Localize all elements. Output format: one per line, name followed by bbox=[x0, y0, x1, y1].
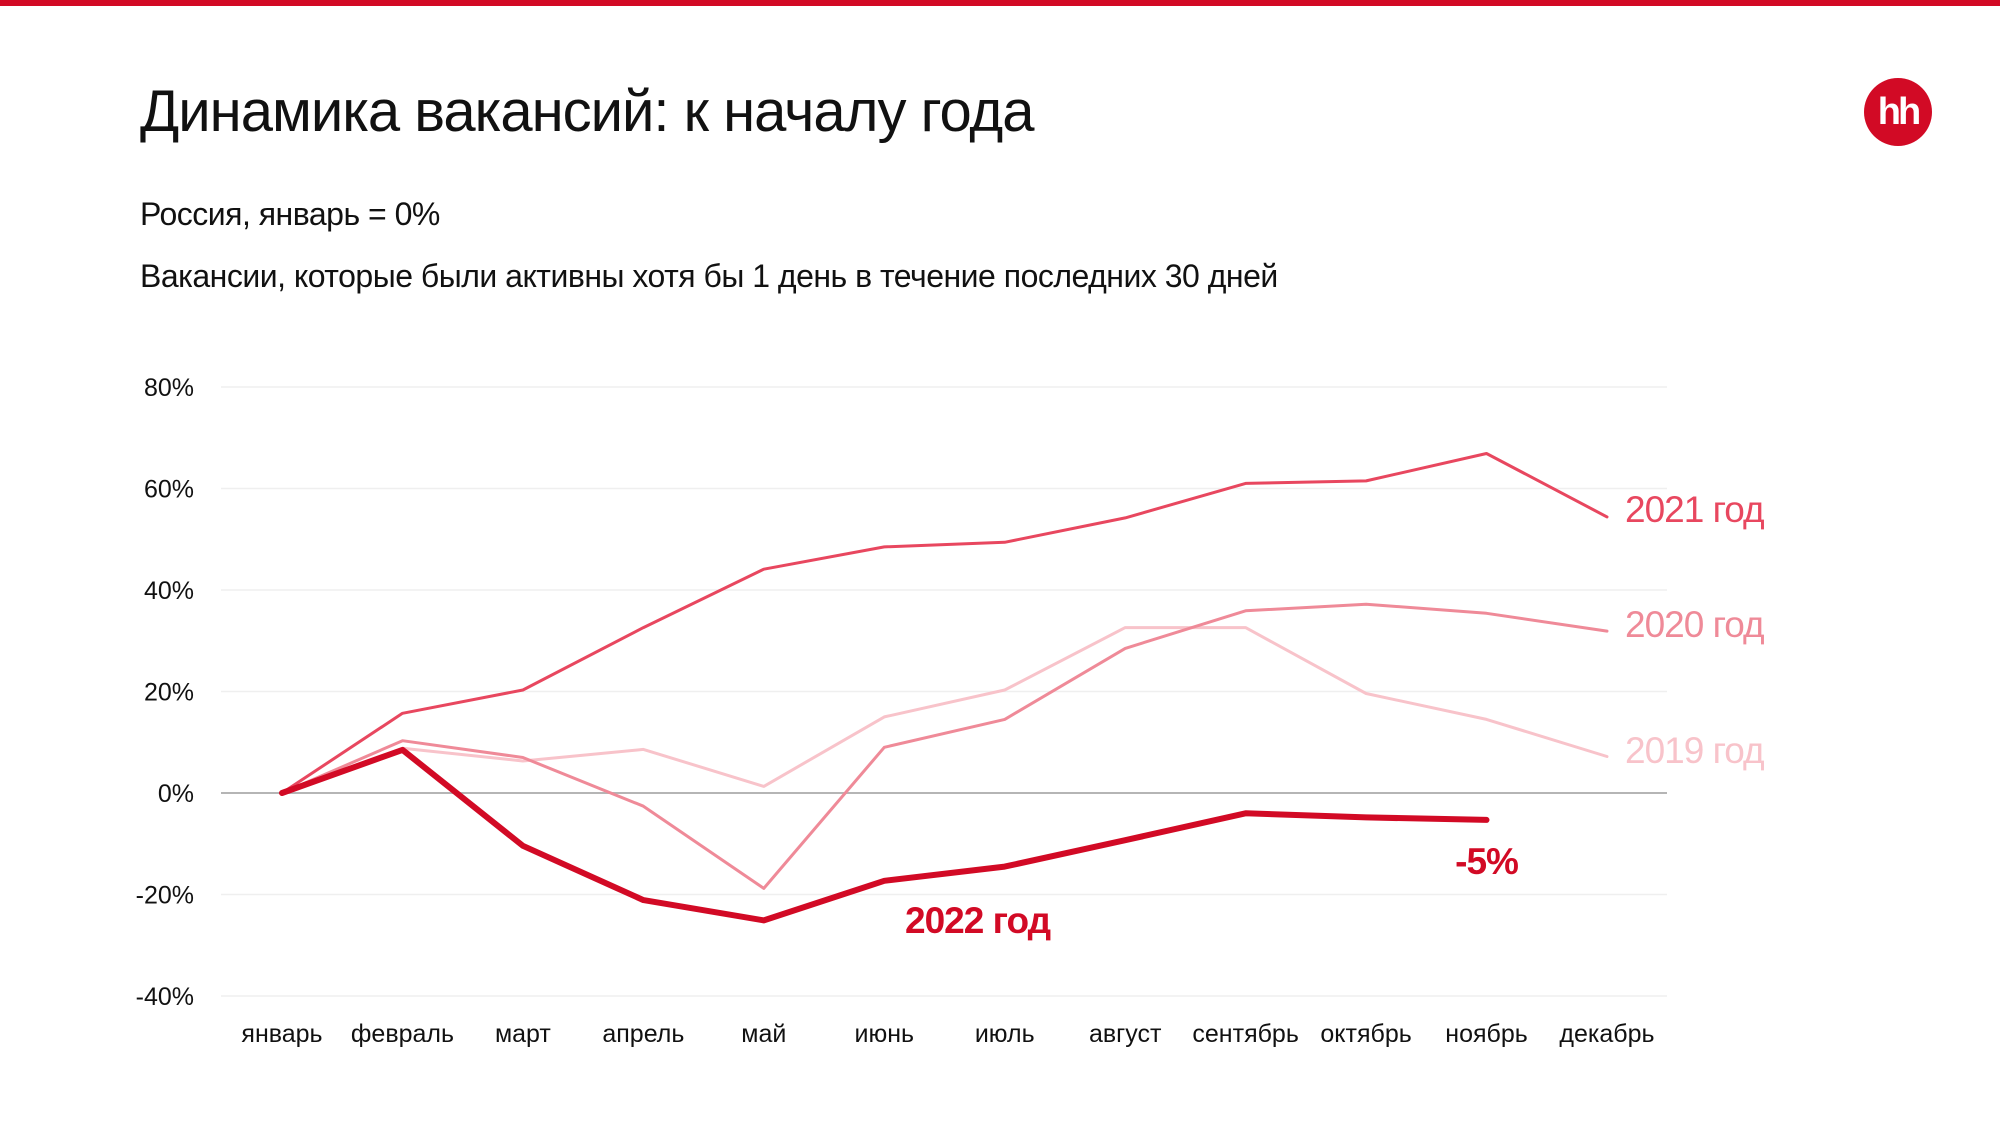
y-tick-label: -40% bbox=[136, 983, 194, 1011]
series-label-2022: 2022 год bbox=[905, 900, 1051, 941]
page-title: Динамика вакансий: к началу года bbox=[140, 79, 1035, 144]
top-accent-bar bbox=[0, 0, 2000, 6]
annotation-value: -5% bbox=[1455, 841, 1518, 882]
x-tick-label: июнь bbox=[854, 1020, 914, 1048]
x-tick-label: ноябрь bbox=[1445, 1020, 1528, 1048]
y-tick-label: 20% bbox=[144, 679, 194, 707]
x-tick-label: март bbox=[495, 1020, 551, 1048]
x-tick-label: сентябрь bbox=[1192, 1020, 1298, 1048]
series-line-2022 bbox=[279, 746, 1490, 924]
x-tick-label: январь bbox=[241, 1020, 322, 1048]
series-label-2021: 2021 год bbox=[1625, 489, 1764, 530]
series-line-2021 bbox=[280, 452, 1609, 795]
x-tick-label: декабрь bbox=[1559, 1020, 1654, 1048]
series-line-2019 bbox=[280, 626, 1609, 795]
y-tick-label: 40% bbox=[144, 577, 194, 605]
x-tick-label: октябрь bbox=[1320, 1020, 1411, 1048]
hh-logo: hh bbox=[1864, 78, 1932, 146]
subtitle-region: Россия, январь = 0% bbox=[140, 196, 440, 232]
x-tick-label: апрель bbox=[602, 1020, 684, 1048]
x-tick-label: февраль bbox=[351, 1020, 454, 1048]
y-tick-label: 60% bbox=[144, 476, 194, 504]
y-tick-label: 0% bbox=[158, 780, 194, 808]
y-tick-label: 80% bbox=[144, 374, 194, 402]
y-tick-label: -20% bbox=[136, 882, 194, 910]
x-tick-label: август bbox=[1089, 1020, 1162, 1048]
series-label-2020: 2020 год bbox=[1625, 604, 1764, 645]
series-line-2020 bbox=[280, 602, 1609, 890]
x-tick-label: май bbox=[741, 1020, 786, 1048]
series-label-2019: 2019 год bbox=[1625, 730, 1764, 771]
subtitle-description: Вакансии, которые были активны хотя бы 1… bbox=[140, 258, 1278, 294]
x-tick-label: июль bbox=[975, 1020, 1035, 1048]
